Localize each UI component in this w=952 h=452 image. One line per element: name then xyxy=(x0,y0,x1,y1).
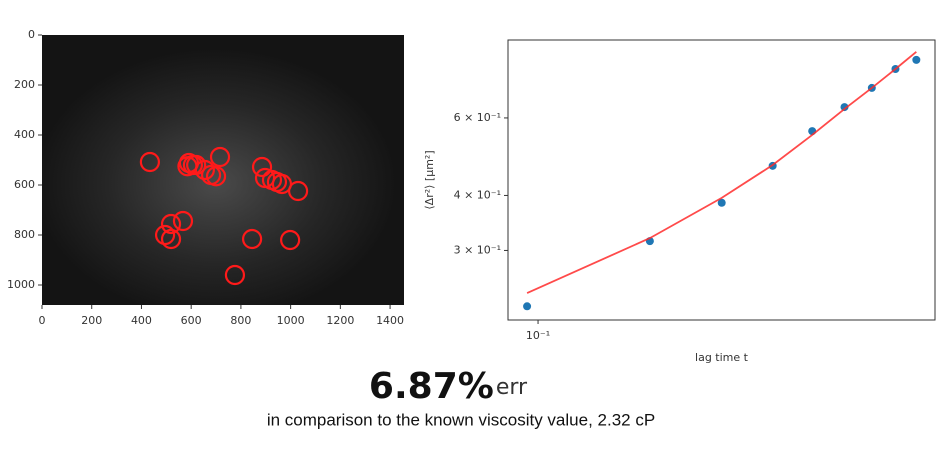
y-tick-label: 4 × 10⁻¹ xyxy=(454,188,501,201)
particle-marker xyxy=(287,180,309,202)
y-tick-label: 1000 xyxy=(7,278,35,291)
headline: 6.87%err xyxy=(369,366,528,407)
x-tick-label: 200 xyxy=(81,314,102,327)
headline-unit: err xyxy=(496,375,528,400)
data-point xyxy=(717,198,726,207)
plot-frame xyxy=(507,39,936,321)
x-tick-label: 1400 xyxy=(376,314,404,327)
headline-value: 6.87% xyxy=(369,366,494,407)
y-tick-label: 200 xyxy=(14,78,35,91)
data-point xyxy=(912,55,921,64)
caption: in comparison to the known viscosity val… xyxy=(267,410,655,429)
data-point xyxy=(523,302,532,311)
y-tick-label: 400 xyxy=(14,128,35,141)
particle-marker xyxy=(280,229,301,251)
particle-marker xyxy=(205,166,227,187)
x-tick-label: 800 xyxy=(230,314,251,327)
x-tick-label: 0 xyxy=(39,314,46,327)
x-tick-label: 600 xyxy=(181,314,202,327)
x-tick-label: 10⁻¹ xyxy=(526,329,550,342)
data-point xyxy=(840,103,849,112)
particle-marker xyxy=(160,213,182,235)
y-axis-label: ⟨Δr²⟩ [μm²] xyxy=(423,150,436,209)
x-tick-label: 1000 xyxy=(277,314,305,327)
x-tick-label: 400 xyxy=(131,314,152,327)
particle-marker xyxy=(160,228,182,250)
y-tick-label: 600 xyxy=(14,178,35,191)
particle-marker xyxy=(139,151,161,173)
particle-marker xyxy=(224,264,246,286)
y-tick-label: 3 × 10⁻¹ xyxy=(454,243,501,256)
particle-marker xyxy=(251,156,273,178)
particle-marker xyxy=(241,228,263,250)
y-tick-label: 0 xyxy=(28,28,35,41)
particle-marker xyxy=(209,146,231,168)
x-tick-label: 1200 xyxy=(326,314,354,327)
x-axis-label: lag time t xyxy=(695,351,749,364)
particle-marker xyxy=(172,210,194,232)
y-tick-label: 800 xyxy=(14,228,35,241)
fit-line xyxy=(526,51,917,294)
particle-marker xyxy=(194,159,215,181)
particle-marker xyxy=(154,224,176,246)
y-tick-label: 6 × 10⁻¹ xyxy=(454,111,501,124)
